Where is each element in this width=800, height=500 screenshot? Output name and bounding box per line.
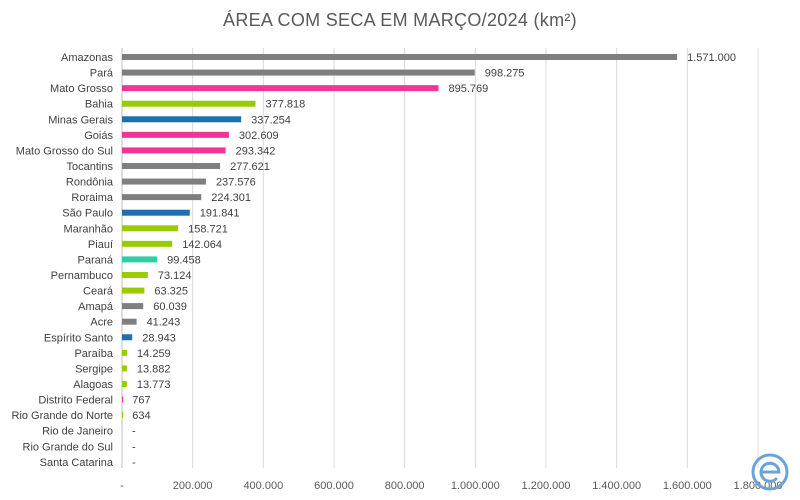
category-label: Pará [90, 68, 114, 80]
x-tick-label: 400.000 [243, 480, 283, 492]
bar [122, 412, 124, 419]
bar [122, 100, 256, 107]
x-tick-label: 800.000 [385, 480, 425, 492]
data-label: 377.818 [265, 99, 305, 111]
bar [122, 271, 148, 278]
data-label: 302.609 [239, 130, 279, 142]
category-label: Rondônia [66, 177, 114, 189]
category-label: Maranhão [63, 223, 113, 235]
bar [122, 209, 190, 216]
bar [122, 240, 173, 247]
category-label: Santa Catarina [40, 457, 114, 469]
chart-title: ÁREA COM SECA EM MARÇO/2024 (km²) [223, 10, 577, 30]
bar [122, 116, 242, 123]
data-label: 99.458 [167, 254, 201, 266]
x-tick-label: 200.000 [173, 480, 213, 492]
data-label: 28.943 [142, 332, 176, 344]
data-label: 224.301 [211, 192, 251, 204]
category-label: Mato Grosso [50, 83, 113, 95]
bar [122, 147, 226, 154]
data-label: 158.721 [188, 223, 228, 235]
data-label: 191.841 [200, 208, 240, 220]
data-label: 634 [132, 410, 150, 422]
category-label: Pernambuco [51, 270, 113, 282]
category-label: Sergipe [75, 363, 113, 375]
category-label: São Paulo [62, 208, 113, 220]
category-label: Amazonas [61, 52, 113, 64]
x-tick-label: - [120, 480, 124, 492]
bar [122, 225, 179, 232]
category-label: Espírito Santo [44, 332, 113, 344]
bar [122, 334, 133, 341]
x-tick-label: 1.400.000 [592, 480, 641, 492]
data-label: 13.773 [137, 379, 171, 391]
data-label: 63.325 [154, 286, 188, 298]
bar [122, 349, 128, 356]
category-label: Minas Gerais [48, 114, 113, 126]
e-logo-icon [751, 453, 789, 491]
data-label: 1.571.000 [687, 52, 736, 64]
category-label: Paraíba [74, 348, 113, 360]
bar [122, 69, 475, 76]
category-label: Mato Grosso do Sul [16, 145, 113, 157]
category-label: Ceará [83, 286, 114, 298]
x-tick-label: 1.200.000 [522, 480, 571, 492]
data-label: 293.342 [236, 145, 276, 157]
category-label: Tocantins [67, 161, 114, 173]
x-tick-label: 1.000.000 [451, 480, 500, 492]
data-label: 13.882 [137, 363, 171, 375]
category-label: Distrito Federal [38, 395, 113, 407]
data-label: 337.254 [251, 114, 291, 126]
bar [122, 131, 229, 138]
data-label: - [132, 426, 136, 438]
category-label: Paraná [78, 254, 114, 266]
bar [122, 256, 158, 263]
data-label: - [132, 457, 136, 469]
data-label: 41.243 [147, 317, 181, 329]
category-label: Bahia [85, 99, 114, 111]
data-label: 277.621 [230, 161, 270, 173]
x-tick-label: 1.600.000 [663, 480, 712, 492]
bar [122, 365, 127, 372]
bar [122, 178, 206, 185]
bar [122, 396, 124, 403]
bar [122, 303, 144, 310]
category-label: Rio Grande do Norte [12, 410, 114, 422]
data-label: 895.769 [449, 83, 489, 95]
category-label: Piauí [88, 239, 113, 251]
x-tick-label: 600.000 [314, 480, 354, 492]
data-label: 767 [132, 395, 150, 407]
bar [122, 194, 202, 201]
category-label: Goiás [84, 130, 113, 142]
bar [122, 380, 127, 387]
bar [122, 54, 678, 60]
category-label: Rio de Janeiro [42, 426, 113, 438]
bar [122, 287, 145, 294]
data-label: 142.064 [182, 239, 222, 251]
data-label: 60.039 [153, 301, 187, 313]
category-label: Roraima [71, 192, 113, 204]
data-label: 998.275 [485, 68, 525, 80]
category-label: Alagoas [73, 379, 113, 391]
bar [122, 85, 439, 92]
data-label: - [132, 441, 136, 453]
data-label: 14.259 [137, 348, 171, 360]
category-label: Amapá [78, 301, 114, 313]
data-label: 237.576 [216, 177, 256, 189]
category-label: Rio Grande do Sul [23, 441, 114, 453]
bar [122, 318, 137, 325]
category-label: Acre [90, 317, 113, 329]
bar [122, 162, 221, 169]
data-label: 73.124 [158, 270, 192, 282]
